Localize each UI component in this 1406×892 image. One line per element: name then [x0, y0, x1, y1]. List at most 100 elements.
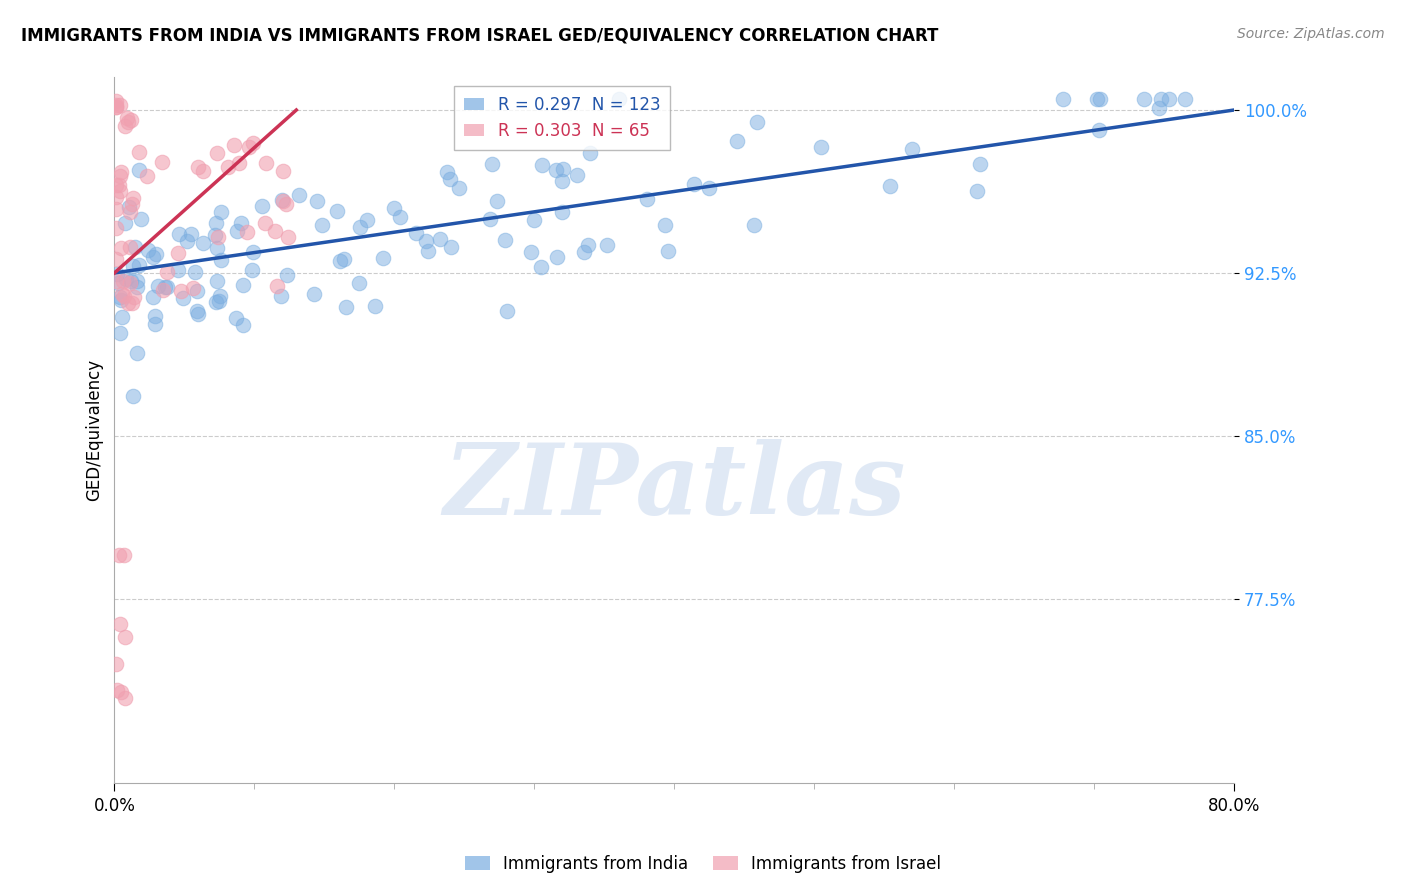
- Point: [523, 213, 546, 227]
- Point: [745, 114, 768, 128]
- Point: [122, 190, 145, 204]
- Point: [104, 202, 127, 216]
- Point: [120, 239, 142, 253]
- Point: [128, 145, 150, 159]
- Point: [276, 229, 298, 244]
- Point: [136, 244, 159, 258]
- Point: [204, 294, 226, 309]
- Point: [184, 264, 207, 278]
- Point: [128, 162, 150, 177]
- Point: [108, 98, 131, 112]
- Point: [104, 189, 127, 203]
- Point: [439, 171, 461, 186]
- Point: [108, 617, 131, 632]
- Point: [104, 657, 127, 672]
- Point: [429, 231, 451, 245]
- Point: [530, 260, 553, 274]
- Point: [170, 284, 193, 298]
- Point: [236, 225, 259, 239]
- Point: [186, 160, 208, 174]
- Point: [436, 165, 458, 179]
- Point: [266, 279, 288, 293]
- Point: [193, 164, 215, 178]
- Point: [118, 200, 141, 214]
- Point: [325, 204, 347, 219]
- Point: [129, 211, 152, 226]
- Point: [156, 265, 179, 279]
- Point: [596, 238, 619, 252]
- Point: [118, 276, 141, 290]
- Point: [121, 197, 143, 211]
- Point: [418, 244, 440, 258]
- Point: [105, 267, 128, 281]
- Point: [382, 201, 405, 215]
- Point: [187, 307, 209, 321]
- Point: [519, 244, 541, 259]
- Point: [349, 220, 371, 235]
- Point: [1133, 92, 1156, 106]
- Point: [551, 161, 574, 176]
- Point: [1150, 92, 1173, 106]
- Point: [120, 274, 142, 288]
- Point: [176, 234, 198, 248]
- Point: [108, 178, 131, 193]
- Point: [124, 240, 146, 254]
- Point: [104, 274, 127, 288]
- Legend: Immigrants from India, Immigrants from Israel: Immigrants from India, Immigrants from I…: [458, 848, 948, 880]
- Point: [742, 218, 765, 232]
- Point: [205, 145, 228, 160]
- Point: [356, 213, 378, 227]
- Point: [1147, 102, 1170, 116]
- Point: [238, 140, 260, 154]
- Point: [117, 114, 139, 128]
- Point: [288, 187, 311, 202]
- Point: [1088, 92, 1111, 106]
- Point: [657, 244, 679, 258]
- Point: [304, 286, 326, 301]
- Point: [697, 180, 720, 194]
- Point: [274, 197, 297, 211]
- Point: [240, 262, 263, 277]
- Point: [122, 389, 145, 403]
- Point: [152, 283, 174, 297]
- Point: [148, 279, 170, 293]
- Point: [205, 216, 228, 230]
- Point: [242, 245, 264, 260]
- Point: [271, 194, 294, 209]
- Point: [105, 683, 128, 698]
- Point: [105, 221, 128, 235]
- Point: [143, 309, 166, 323]
- Point: [142, 290, 165, 304]
- Point: [205, 274, 228, 288]
- Point: [969, 157, 991, 171]
- Point: [879, 178, 901, 193]
- Point: [388, 210, 411, 224]
- Point: [208, 294, 231, 309]
- Point: [136, 169, 159, 183]
- Point: [117, 296, 139, 310]
- Point: [150, 155, 173, 169]
- Point: [405, 226, 427, 240]
- Point: [114, 120, 136, 134]
- Point: [108, 548, 131, 562]
- Point: [110, 164, 132, 178]
- Point: [576, 238, 599, 252]
- Point: [329, 254, 352, 268]
- Point: [207, 230, 229, 244]
- Legend: R = 0.297  N = 123, R = 0.303  N = 65: R = 0.297 N = 123, R = 0.303 N = 65: [454, 86, 671, 150]
- Point: [263, 224, 285, 238]
- Point: [112, 289, 135, 303]
- Point: [110, 241, 132, 255]
- Point: [250, 198, 273, 212]
- Point: [104, 100, 127, 114]
- Point: [494, 233, 516, 247]
- Point: [311, 218, 333, 232]
- Point: [108, 326, 131, 340]
- Point: [104, 94, 127, 108]
- Point: [120, 204, 142, 219]
- Point: [156, 280, 179, 294]
- Point: [107, 276, 129, 290]
- Point: [546, 250, 568, 264]
- Point: [108, 290, 131, 304]
- Point: [209, 289, 232, 303]
